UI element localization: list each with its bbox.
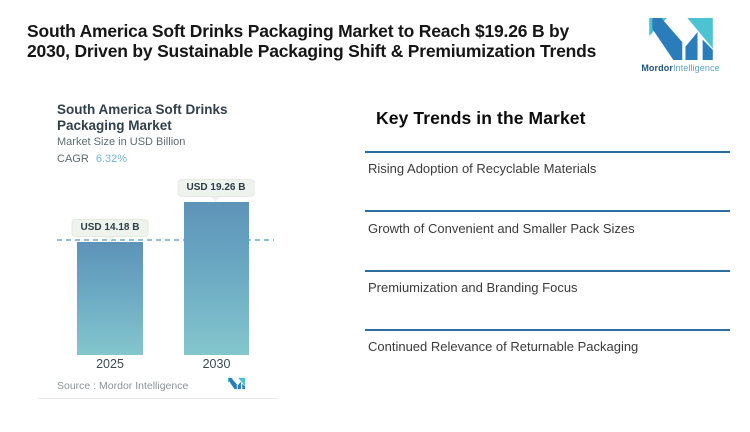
- chart-subtitle: Market Size in USD Billion: [57, 136, 186, 148]
- cagr-label: CAGR: [57, 153, 89, 165]
- brand-name-light: Intelligence: [672, 63, 720, 73]
- chart-bottom-divider: [38, 398, 278, 399]
- trend-item-1: Rising Adoption of Recyclable Materials: [368, 161, 597, 176]
- brand-name-bold: Mordor: [641, 63, 673, 73]
- x-axis-label-2025: 2025: [96, 357, 124, 371]
- headline-line-2: 2030, Driven by Sustainable Packaging Sh…: [27, 41, 597, 61]
- value-pill-2025: USD 14.18 B: [71, 219, 149, 237]
- mordor-intelligence-mini-logo-icon: [228, 377, 245, 390]
- bar-2030: [184, 202, 249, 355]
- chart-source: Source : Mordor Intelligence: [57, 380, 189, 392]
- x-axis-label-2030: 2030: [202, 357, 231, 371]
- page-title: South America Soft Drinks Packaging Mark…: [27, 21, 596, 61]
- value-label-2025: USD 14.18 B: [71, 219, 149, 242]
- value-pill-2030: USD 19.26 B: [177, 179, 255, 197]
- cagr-value: 6.32%: [95, 153, 128, 165]
- trend-item-2: Growth of Convenient and Smaller Pack Si…: [368, 221, 635, 236]
- trend-divider-2: [365, 210, 730, 212]
- value-label-2030: USD 19.26 B: [177, 179, 255, 202]
- brand-name: MordorIntelligence: [633, 63, 728, 73]
- trend-divider-4: [365, 329, 730, 331]
- headline-line-1: South America Soft Drinks Packaging Mark…: [27, 21, 570, 41]
- source-brand-mark: [228, 377, 245, 390]
- reference-dashed-line: [57, 239, 274, 241]
- bar-2025: [77, 242, 143, 355]
- trends-heading: Key Trends in the Market: [376, 108, 586, 128]
- trend-item-4: Continued Relevance of Returnable Packag…: [368, 339, 639, 354]
- mordor-intelligence-logo-icon: [648, 18, 713, 60]
- trend-item-3: Premiumization and Branding Focus: [368, 280, 578, 295]
- trend-divider-1: [365, 151, 730, 153]
- chart-title: South America Soft Drinks Packaging Mark…: [57, 102, 228, 133]
- trend-divider-3: [365, 270, 730, 272]
- chart-cagr: CAGR 6.32%: [57, 153, 127, 165]
- brand-logo: MordorIntelligence: [633, 18, 728, 73]
